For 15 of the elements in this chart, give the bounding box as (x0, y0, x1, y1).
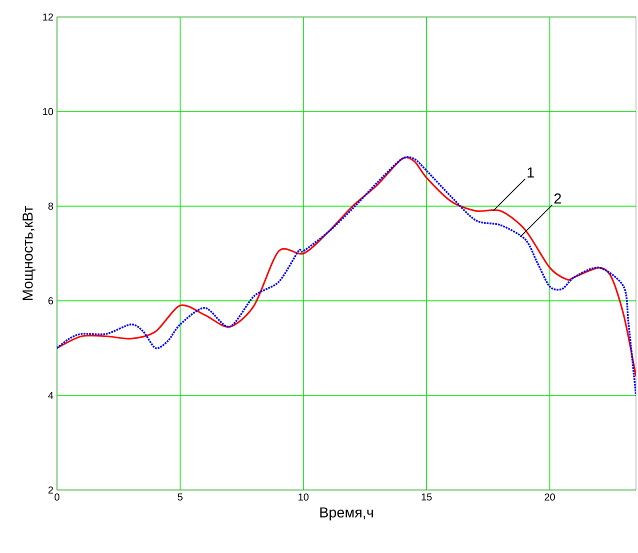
y-tick-label: 8 (48, 202, 54, 210)
y-tick-label: 10 (43, 108, 54, 116)
x-tick-label: 20 (544, 494, 555, 501)
annotation: 2 (554, 193, 561, 204)
y-tick-label: 6 (48, 297, 54, 304)
y-tick-label: 12 (43, 14, 53, 20)
x-tick-label: 5 (178, 494, 183, 500)
x-tick-label: 15 (422, 494, 432, 500)
annotation: 1 (528, 168, 534, 178)
x-axis-title: Время,ч (320, 507, 373, 520)
x-tick-label: 10 (298, 494, 309, 501)
y-tick-label: 2 (48, 486, 53, 494)
y-axis-title: Мощность,кВт (22, 206, 36, 300)
x-tick-label: 0 (54, 494, 60, 501)
y-tick-label: 4 (48, 392, 54, 399)
